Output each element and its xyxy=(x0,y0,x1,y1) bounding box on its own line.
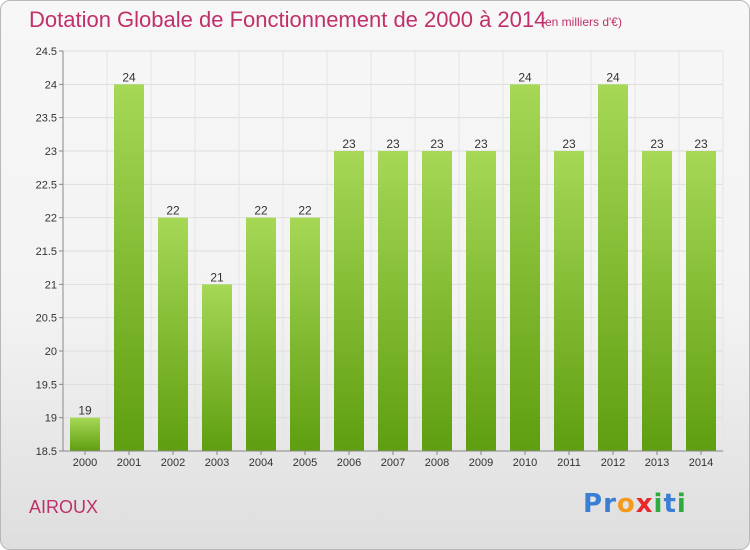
x-tick-label: 2005 xyxy=(293,457,317,469)
bar xyxy=(114,84,144,451)
x-tick-label: 2003 xyxy=(205,457,229,469)
x-tick-label: 2004 xyxy=(249,457,273,469)
bar-value-label: 22 xyxy=(166,204,180,218)
bar-value-label: 24 xyxy=(122,70,136,84)
bar xyxy=(466,151,496,451)
bar-value-label: 23 xyxy=(386,137,400,151)
bar-value-label: 22 xyxy=(298,204,312,218)
bar xyxy=(510,84,540,451)
y-tick-label: 19 xyxy=(45,413,57,425)
chart-title: Dotation Globale de Fonctionnement de 20… xyxy=(29,7,547,32)
bar xyxy=(642,151,672,451)
logo-letter: i xyxy=(676,489,687,519)
y-tick-label: 18.5 xyxy=(36,446,57,458)
bar-value-label: 24 xyxy=(606,70,620,84)
x-tick-label: 2006 xyxy=(337,457,361,469)
bar xyxy=(70,417,100,451)
y-tick-label: 21.5 xyxy=(36,246,57,258)
x-tick-label: 2001 xyxy=(117,457,141,469)
logo-letter: r xyxy=(603,489,617,519)
x-tick-label: 2011 xyxy=(557,457,581,469)
bar xyxy=(598,84,628,451)
x-tick-label: 2002 xyxy=(161,457,185,469)
y-tick-label: 21 xyxy=(45,279,57,291)
bar-value-label: 24 xyxy=(518,70,532,84)
logo-letter: o xyxy=(616,489,636,519)
y-tick-label: 23 xyxy=(45,146,57,158)
logo-letter: i xyxy=(653,489,664,519)
bar xyxy=(378,151,408,451)
bars xyxy=(70,84,716,451)
y-tick-label: 20.5 xyxy=(36,313,57,325)
bar-value-label: 22 xyxy=(254,204,268,218)
x-tick-label: 2010 xyxy=(513,457,537,469)
bar-value-label: 23 xyxy=(562,137,576,151)
y-tick-label: 24.5 xyxy=(36,46,57,58)
bar-value-label: 23 xyxy=(430,137,444,151)
y-tick-label: 24 xyxy=(45,79,57,91)
y-tick-label: 22.5 xyxy=(36,179,57,191)
x-tick-label: 2000 xyxy=(73,457,97,469)
axes xyxy=(59,50,723,455)
y-tick-label: 23.5 xyxy=(36,113,57,125)
logo-letter: x xyxy=(635,489,654,519)
y-tick-label: 22 xyxy=(45,213,57,225)
bar-value-label: 23 xyxy=(694,137,708,151)
x-tick-label: 2007 xyxy=(381,457,405,469)
bar-value-label: 23 xyxy=(474,137,488,151)
bar-value-label: 23 xyxy=(650,137,664,151)
x-tick-label: 2014 xyxy=(689,457,713,469)
y-tick-label: 19.5 xyxy=(36,379,57,391)
commune-name: AIROUX xyxy=(29,497,99,517)
x-tick-label: 2012 xyxy=(601,457,625,469)
y-tick-label: 20 xyxy=(45,346,57,358)
bar xyxy=(290,217,320,451)
logo-letter: t xyxy=(663,489,677,519)
proxiti-logo: Proxiti xyxy=(583,489,687,519)
chart-unit: (en milliers d'€) xyxy=(541,15,622,29)
bar xyxy=(686,151,716,451)
bar xyxy=(158,217,188,451)
bar xyxy=(422,151,452,451)
bar-value-label: 19 xyxy=(78,404,92,418)
bar-value-label: 23 xyxy=(342,137,356,151)
bar xyxy=(202,284,232,451)
labels: 18.5 19 19.5 20 20.5 21 21.5 22 22.5 23 23.5 24 24.5… xyxy=(36,46,714,469)
bar xyxy=(554,151,584,451)
x-tick-label: 2008 xyxy=(425,457,449,469)
x-tick-label: 2013 xyxy=(645,457,669,469)
bar xyxy=(246,217,276,451)
bar-value-label: 21 xyxy=(210,270,224,284)
logo-letter: P xyxy=(583,489,604,519)
bar xyxy=(334,151,364,451)
x-tick-label: 2009 xyxy=(469,457,493,469)
